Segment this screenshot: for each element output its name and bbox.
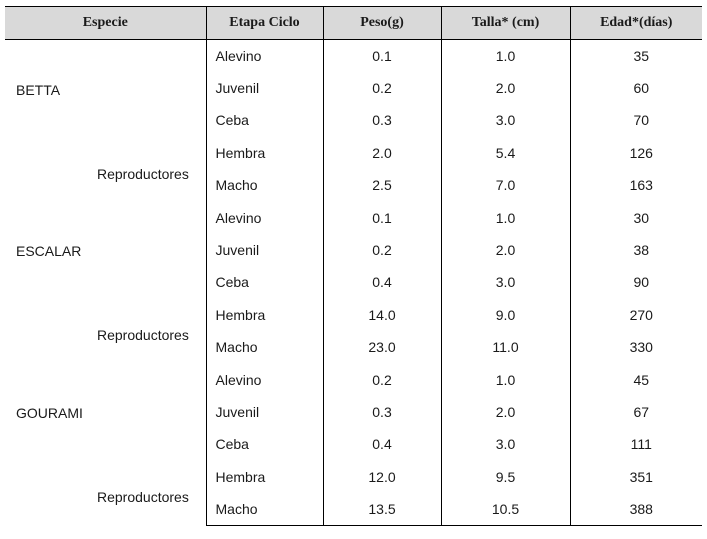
peso-cell: 0.2: [322, 233, 442, 267]
table-row: Hembra 14.0 9.0 270: [5, 298, 702, 332]
edad-cell: 30: [569, 201, 702, 234]
etapa-cell: Macho: [205, 492, 324, 526]
etapa-cell: Juvenil: [205, 233, 324, 267]
header-row: Especie Etapa Ciclo Peso(g) Talla* (cm) …: [5, 6, 702, 40]
etapa-cell: Ceba: [205, 428, 324, 461]
reproductores-label: Reproductores: [97, 489, 189, 506]
species-cell: BETTA Reproductores: [5, 39, 207, 202]
peso-cell: 2.0: [322, 136, 442, 170]
table-row: Hembra 2.0 5.4 126: [5, 136, 702, 170]
peso-cell: 0.4: [322, 428, 442, 461]
edad-cell: 163: [569, 169, 702, 202]
etapa-cell: Macho: [205, 331, 324, 364]
peso-cell: 13.5: [322, 492, 442, 526]
talla-cell: 3.0: [440, 428, 571, 461]
talla-cell: 1.0: [440, 39, 571, 72]
peso-cell: 0.4: [322, 266, 442, 299]
reproductores-label: Reproductores: [97, 327, 189, 344]
talla-cell: 9.5: [440, 460, 571, 493]
data-table-container: Especie Etapa Ciclo Peso(g) Talla* (cm) …: [5, 6, 702, 526]
talla-cell: 2.0: [440, 395, 571, 429]
edad-cell: 351: [569, 460, 702, 493]
header-especie: Especie: [5, 6, 207, 40]
peso-cell: 0.1: [322, 201, 442, 234]
peso-cell: 14.0: [322, 298, 442, 332]
talla-cell: 5.4: [440, 136, 571, 170]
table-row: Juvenil 0.2 2.0 38: [5, 233, 702, 267]
talla-cell: 10.5: [440, 492, 571, 526]
peso-cell: 0.2: [322, 363, 442, 396]
header-peso: Peso(g): [322, 6, 442, 40]
etapa-cell: Alevino: [205, 39, 324, 72]
etapa-cell: Alevino: [205, 201, 324, 234]
peso-cell: 0.1: [322, 39, 442, 72]
talla-cell: 9.0: [440, 298, 571, 332]
etapa-cell: Ceba: [205, 104, 324, 137]
table-row: BETTA Reproductores Alevino 0.1 1.0 35: [5, 39, 702, 202]
edad-cell: 67: [569, 395, 702, 429]
etapa-cell: Ceba: [205, 266, 324, 299]
table-row: Macho 23.0 11.0 330: [5, 331, 702, 364]
edad-cell: 270: [569, 298, 702, 332]
edad-cell: 90: [569, 266, 702, 299]
edad-cell: 45: [569, 363, 702, 396]
talla-cell: 1.0: [440, 363, 571, 396]
edad-cell: 126: [569, 136, 702, 170]
peso-cell: 0.3: [322, 104, 442, 137]
peso-cell: 2.5: [322, 169, 442, 202]
etapa-cell: Juvenil: [205, 395, 324, 429]
talla-cell: 3.0: [440, 266, 571, 299]
etapa-cell: Hembra: [205, 460, 324, 493]
etapa-cell: Juvenil: [205, 71, 324, 105]
peso-cell: 23.0: [322, 331, 442, 364]
peso-cell: 0.2: [322, 71, 442, 105]
header-edad: Edad*(días): [569, 6, 702, 40]
reproductores-label: Reproductores: [97, 166, 189, 182]
peso-cell: 0.3: [322, 395, 442, 429]
table-row: Macho 13.5 10.5 388: [5, 492, 702, 526]
talla-cell: 1.0: [440, 201, 571, 234]
edad-cell: 330: [569, 331, 702, 364]
table-row: GOURAMI Reproductores Alevino 0.2 1.0 45: [5, 363, 702, 526]
etapa-cell: Alevino: [205, 363, 324, 396]
edad-cell: 60: [569, 71, 702, 105]
table-row: Juvenil 0.3 2.0 67: [5, 395, 702, 429]
species-cell: GOURAMI Reproductores: [5, 363, 207, 526]
talla-cell: 7.0: [440, 169, 571, 202]
header-etapa: Etapa Ciclo: [205, 6, 324, 40]
header-talla: Talla* (cm): [440, 6, 571, 40]
table-row: Hembra 12.0 9.5 351: [5, 460, 702, 493]
table-row: Ceba 0.3 3.0 70: [5, 104, 702, 137]
species-name: GOURAMI: [16, 405, 83, 422]
species-cell: ESCALAR Reproductores: [5, 201, 207, 364]
talla-cell: 11.0: [440, 331, 571, 364]
talla-cell: 2.0: [440, 71, 571, 105]
peso-cell: 12.0: [322, 460, 442, 493]
etapa-cell: Hembra: [205, 136, 324, 170]
table-row: Juvenil 0.2 2.0 60: [5, 71, 702, 105]
species-name: BETTA: [16, 82, 61, 98]
etapa-cell: Macho: [205, 169, 324, 202]
edad-cell: 35: [569, 39, 702, 72]
edad-cell: 70: [569, 104, 702, 137]
table-row: Ceba 0.4 3.0 111: [5, 428, 702, 461]
edad-cell: 111: [569, 428, 702, 461]
table-row: Ceba 0.4 3.0 90: [5, 266, 702, 299]
edad-cell: 388: [569, 492, 702, 526]
species-name: ESCALAR: [16, 243, 82, 260]
etapa-cell: Hembra: [205, 298, 324, 332]
fish-growth-table: Especie Etapa Ciclo Peso(g) Talla* (cm) …: [5, 6, 702, 526]
talla-cell: 3.0: [440, 104, 571, 137]
table-row: ESCALAR Reproductores Alevino 0.1 1.0 30: [5, 201, 702, 364]
edad-cell: 38: [569, 233, 702, 267]
table-header: Especie Etapa Ciclo Peso(g) Talla* (cm) …: [5, 6, 702, 40]
table-row: Macho 2.5 7.0 163: [5, 169, 702, 202]
table-body: BETTA Reproductores Alevino 0.1 1.0 35 J…: [5, 39, 702, 526]
talla-cell: 2.0: [440, 233, 571, 267]
